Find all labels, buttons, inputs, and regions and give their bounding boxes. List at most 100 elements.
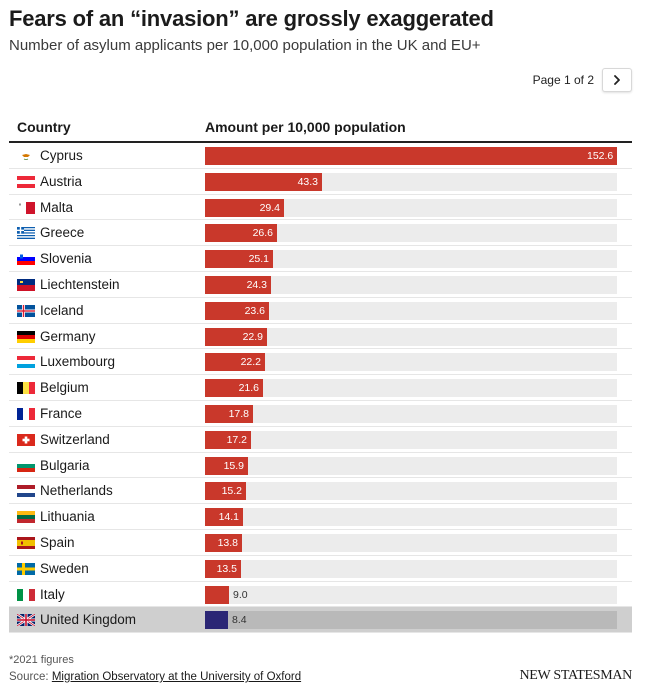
table-body: Cyprus 152.6 Austria 43.3 Malta 29.4 Greece 26.…: [9, 143, 632, 634]
bar-track: 26.6: [205, 224, 617, 243]
bar-track: 17.2: [205, 430, 617, 449]
data-table: Country Amount per 10,000 population Cyp…: [9, 113, 632, 634]
table-row: Belgium 21.6: [9, 375, 632, 401]
bar-track: 25.1: [205, 250, 617, 269]
country-label: Malta: [40, 199, 74, 215]
source-prefix: Source:: [9, 671, 52, 683]
country-label: Slovenia: [40, 251, 92, 267]
country-label: Germany: [40, 328, 96, 344]
bar-value-label: 22.2: [240, 356, 261, 369]
bar-track: 21.6: [205, 379, 617, 398]
country-label: Austria: [40, 173, 83, 189]
bar-ch: [205, 430, 251, 449]
flag-fr-icon: [17, 407, 35, 420]
chart-title: Fears of an “invasion” are grossly exagg…: [9, 6, 494, 31]
bar-value-label: 24.3: [246, 278, 267, 291]
bar-value-label: 152.6: [587, 150, 614, 162]
bar-track: 43.3: [205, 172, 617, 191]
country-label: Sweden: [40, 560, 89, 576]
country-label: Liechtenstein: [40, 276, 120, 292]
bar-track: 23.6: [205, 301, 617, 320]
table-row: Netherlands 15.2: [9, 478, 632, 505]
country-label: Bulgaria: [40, 457, 90, 473]
bar-fr: [205, 404, 253, 423]
bar-track: 15.9: [205, 456, 617, 475]
table-row: Italy 9.0: [9, 582, 632, 608]
bar-value-label: 43.3: [297, 175, 318, 188]
table-row: United Kingdom 8.4: [9, 607, 632, 634]
bar-li: [205, 275, 271, 294]
bar-lt: [205, 508, 243, 527]
bar-track: 24.3: [205, 275, 617, 294]
flag-gr-icon: [17, 227, 35, 240]
bar-value-label: 23.6: [244, 304, 265, 317]
table-row: Liechtenstein 24.3: [9, 272, 632, 298]
bar-value-label: 29.4: [259, 201, 280, 214]
bar-lu: [205, 353, 265, 372]
flag-li-icon: [17, 278, 35, 291]
bar-track: 22.2: [205, 353, 617, 372]
bar-it: [205, 585, 229, 604]
table-row: Spain 13.8: [9, 530, 632, 556]
flag-se-icon: [17, 562, 35, 575]
column-header-amount: Amount per 10,000 population: [205, 119, 406, 135]
bar-track: 13.8: [205, 533, 617, 552]
table-row: Germany 22.9: [9, 324, 632, 350]
country-label: Netherlands: [40, 483, 113, 499]
country-label: France: [40, 405, 83, 421]
flag-is-icon: [17, 304, 35, 317]
flag-lt-icon: [17, 511, 35, 524]
bar-gb: [205, 611, 228, 630]
pager: Page 1 of 2: [533, 68, 632, 92]
flag-it-icon: [17, 588, 35, 601]
bar-value-label: 26.6: [252, 227, 273, 240]
bar-value-label: 14.1: [218, 511, 239, 524]
bar-value-label: 8.4: [232, 614, 247, 627]
flag-at-icon: [17, 175, 35, 188]
bar-track: 15.2: [205, 482, 617, 501]
chart-subtitle: Number of asylum applicants per 10,000 p…: [9, 37, 481, 54]
table-header: Country Amount per 10,000 population: [9, 113, 632, 143]
bar-track: 152.6: [205, 147, 617, 165]
bar-value-label: 21.6: [238, 382, 259, 395]
flag-gb-icon: [17, 614, 35, 627]
source-line: Source: Migration Observatory at the Uni…: [9, 671, 301, 683]
table-row: Iceland 23.6: [9, 298, 632, 324]
flag-de-icon: [17, 330, 35, 343]
country-label: United Kingdom: [40, 612, 137, 628]
bar-track: 17.8: [205, 404, 617, 423]
country-label: Belgium: [40, 380, 89, 396]
country-label: Spain: [40, 534, 75, 550]
country-label: Cyprus: [40, 148, 83, 163]
country-label: Italy: [40, 586, 65, 602]
table-row: France 17.8: [9, 401, 632, 427]
bar-value-label: 13.5: [216, 562, 237, 575]
bar-track: 8.4: [205, 611, 617, 630]
bar-value-label: 15.9: [223, 459, 244, 472]
flag-be-icon: [17, 382, 35, 395]
flag-es-icon: [17, 536, 35, 549]
bar-track: 9.0: [205, 585, 617, 604]
bar-track: 13.5: [205, 559, 617, 578]
bar-de: [205, 327, 267, 346]
bar-si: [205, 250, 273, 269]
bar-value-label: 22.9: [242, 330, 263, 343]
table-row: Austria 43.3: [9, 169, 632, 195]
table-row: Lithuania 14.1: [9, 504, 632, 530]
source-link[interactable]: Migration Observatory at the University …: [51, 671, 302, 683]
flag-mt-icon: [17, 201, 35, 214]
country-label: Iceland: [40, 302, 84, 318]
bar-value-label: 17.8: [228, 407, 249, 420]
flag-cy-icon: [17, 150, 35, 162]
bar-es: [205, 533, 242, 552]
table-row: Luxembourg 22.2: [9, 349, 632, 376]
column-header-country: Country: [17, 119, 71, 135]
table-row: Malta 29.4: [9, 195, 632, 221]
next-page-button[interactable]: [602, 68, 632, 92]
bar-at: [205, 172, 322, 191]
bar-track: 29.4: [205, 198, 617, 217]
bar-mt: [205, 198, 284, 217]
flag-bg-icon: [17, 459, 35, 472]
country-label: Lithuania: [40, 509, 95, 525]
bar-gr: [205, 224, 277, 243]
